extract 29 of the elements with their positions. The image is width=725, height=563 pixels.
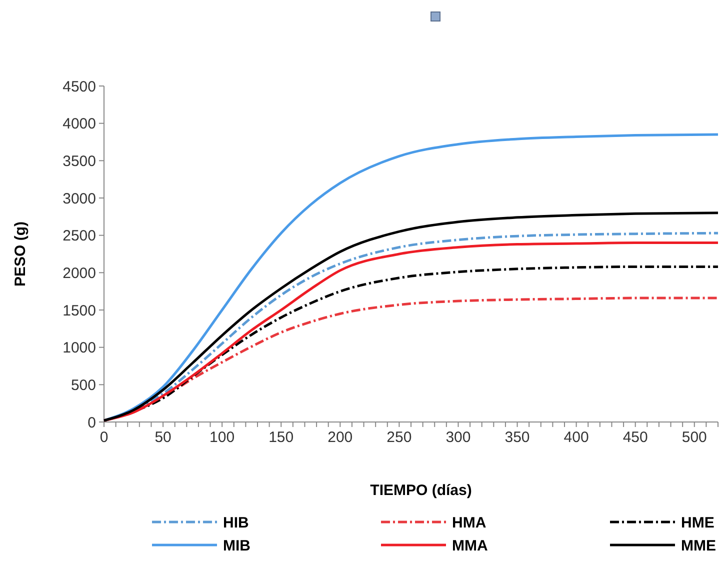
x-tick-label: 0 <box>100 429 108 446</box>
legend-label: MME <box>681 537 716 554</box>
y-tick-label: 4000 <box>62 116 96 133</box>
y-tick-label: 500 <box>70 376 96 394</box>
y-tick-label: 3500 <box>62 152 96 170</box>
x-tick-label: 350 <box>504 429 530 446</box>
x-axis-title: TIEMPO (días) <box>370 482 472 499</box>
legend-label: MIB <box>223 537 251 554</box>
y-axis-title: PESO (g) <box>12 221 29 287</box>
y-tick-label: 2000 <box>62 264 96 282</box>
legend-label: HME <box>681 514 714 532</box>
x-tick-label: 300 <box>446 429 471 446</box>
y-tick-label: 4500 <box>62 78 96 96</box>
x-tick-label: 100 <box>210 429 235 446</box>
y-tick-label: 2500 <box>62 228 96 245</box>
x-tick-label: 500 <box>682 429 707 446</box>
x-tick-label: 150 <box>268 429 294 446</box>
y-tick-label: 0 <box>88 414 96 432</box>
y-tick-label: 1000 <box>62 340 96 357</box>
x-tick-label: 400 <box>564 429 589 446</box>
x-tick-label: 200 <box>328 429 353 446</box>
legend-label: HIB <box>223 514 249 532</box>
y-tick-label: 3000 <box>62 190 96 208</box>
x-tick-label: 250 <box>386 429 412 446</box>
y-tick-label: 1500 <box>62 302 96 320</box>
x-tick-label: 50 <box>154 429 172 446</box>
legend-label: MMA <box>452 537 488 554</box>
legend-label: HMA <box>452 514 486 532</box>
x-tick-label: 450 <box>622 429 648 446</box>
